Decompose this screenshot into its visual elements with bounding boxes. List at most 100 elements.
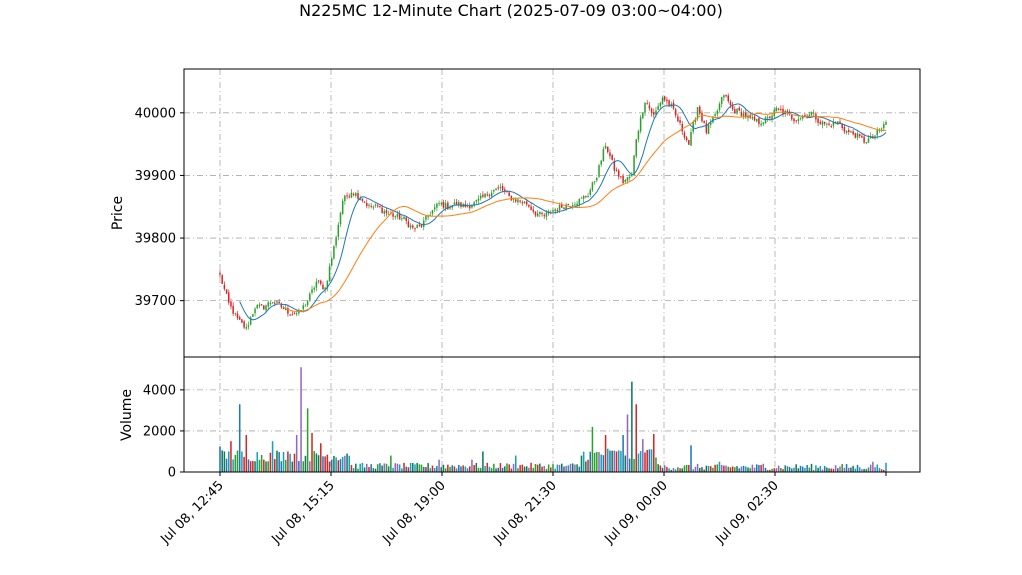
- volume-bar: [304, 455, 307, 472]
- volume-bar: [751, 464, 754, 472]
- volume-bar: [236, 450, 239, 472]
- candle-body: [223, 284, 226, 289]
- volume-bar: [339, 459, 342, 472]
- volume-bar: [801, 466, 804, 472]
- candle-body: [653, 112, 655, 115]
- candle-body: [315, 281, 318, 288]
- candle-body: [346, 195, 348, 197]
- candle-body: [578, 198, 581, 205]
- candle-body: [471, 205, 473, 208]
- candle-body: [764, 117, 767, 124]
- candle-body: [497, 187, 499, 189]
- volume-bar: [269, 452, 272, 472]
- volume-bar: [574, 464, 576, 472]
- candle-body: [330, 258, 333, 266]
- volume-bar: [878, 467, 881, 472]
- volume-bar: [466, 468, 469, 472]
- volume-bar: [425, 467, 427, 472]
- volume-bar: [806, 465, 808, 472]
- candle-body: [523, 201, 526, 204]
- volume-bar: [462, 465, 464, 472]
- candle-body: [227, 292, 230, 303]
- volume-bar: [679, 468, 681, 472]
- volume-bar: [552, 464, 554, 472]
- candle-body: [666, 99, 668, 102]
- volume-bar: [556, 464, 559, 472]
- volume-bar: [677, 467, 679, 472]
- volume-bar: [709, 466, 712, 472]
- volume-bar: [322, 456, 324, 472]
- volume-bar: [718, 461, 721, 472]
- volume-bar: [256, 452, 259, 472]
- candle-body: [694, 118, 697, 123]
- candle-body: [771, 115, 773, 120]
- candle-body: [429, 214, 432, 216]
- candle-body: [278, 301, 280, 304]
- candle-body: [556, 210, 559, 212]
- candle-body: [571, 205, 574, 207]
- volume-bar: [532, 467, 535, 472]
- chart-title: N225MC 12-Minute Chart (2025-07-09 03:00…: [299, 1, 723, 20]
- candle-body: [433, 207, 436, 210]
- candle-body: [624, 179, 627, 182]
- candle-body: [576, 203, 578, 206]
- candle-body: [488, 194, 491, 196]
- candle-body: [786, 110, 789, 113]
- candle-body: [830, 126, 832, 128]
- candle-body: [791, 115, 793, 120]
- candle-body: [797, 119, 800, 121]
- candle-body: [521, 202, 524, 204]
- volume-bar: [394, 463, 397, 472]
- volume-bar: [320, 443, 322, 472]
- candle-body: [392, 213, 394, 217]
- volume-bar: [674, 469, 677, 472]
- candle-body: [436, 203, 438, 208]
- candle-body: [510, 196, 513, 201]
- volume-bar: [560, 463, 563, 472]
- volume-bar: [791, 468, 793, 472]
- volume-bar: [712, 467, 714, 472]
- candle-body: [758, 118, 760, 125]
- candle-body: [525, 201, 528, 205]
- volume-bar: [447, 464, 449, 472]
- volume-bar: [758, 465, 760, 472]
- volume-bar: [265, 461, 267, 472]
- volume-bar: [830, 468, 832, 472]
- candle-body: [337, 224, 340, 237]
- candle-body: [659, 102, 662, 107]
- candle-body: [407, 221, 410, 227]
- candle-body: [635, 139, 638, 157]
- x-tick-label: Jul 08, 19:00: [379, 478, 448, 547]
- volume-bar: [263, 459, 265, 472]
- volume-bar: [368, 467, 370, 472]
- volume-bar: [692, 469, 694, 472]
- volume-tick-label: 2000: [143, 424, 176, 439]
- volume-bar: [440, 467, 443, 472]
- candle-body: [727, 95, 730, 102]
- candle-body: [517, 199, 519, 203]
- volume-bar: [852, 465, 854, 472]
- volume-bar: [563, 466, 565, 472]
- candle-body: [563, 207, 565, 210]
- candle-body: [366, 202, 368, 207]
- candle-body: [313, 287, 315, 290]
- candle-body: [243, 321, 245, 328]
- candle-body: [650, 108, 653, 113]
- price-tick-label: 39700: [135, 294, 176, 309]
- candle-body: [707, 124, 710, 135]
- candle-body: [701, 112, 703, 122]
- x-tick-label: Jul 09, 00:00: [601, 478, 670, 547]
- volume-bar: [644, 452, 646, 472]
- volume-bar: [626, 414, 629, 472]
- volume-bar: [609, 450, 611, 472]
- candle-body: [723, 95, 725, 98]
- volume-bar: [455, 468, 458, 472]
- volume-bar: [558, 464, 561, 472]
- candle-body: [753, 116, 756, 121]
- candle-body: [387, 213, 390, 215]
- candle-body: [747, 115, 749, 119]
- volume-bar: [762, 463, 765, 472]
- volume-bar: [372, 468, 375, 472]
- candle-body: [475, 200, 478, 202]
- volume-bar: [223, 451, 226, 472]
